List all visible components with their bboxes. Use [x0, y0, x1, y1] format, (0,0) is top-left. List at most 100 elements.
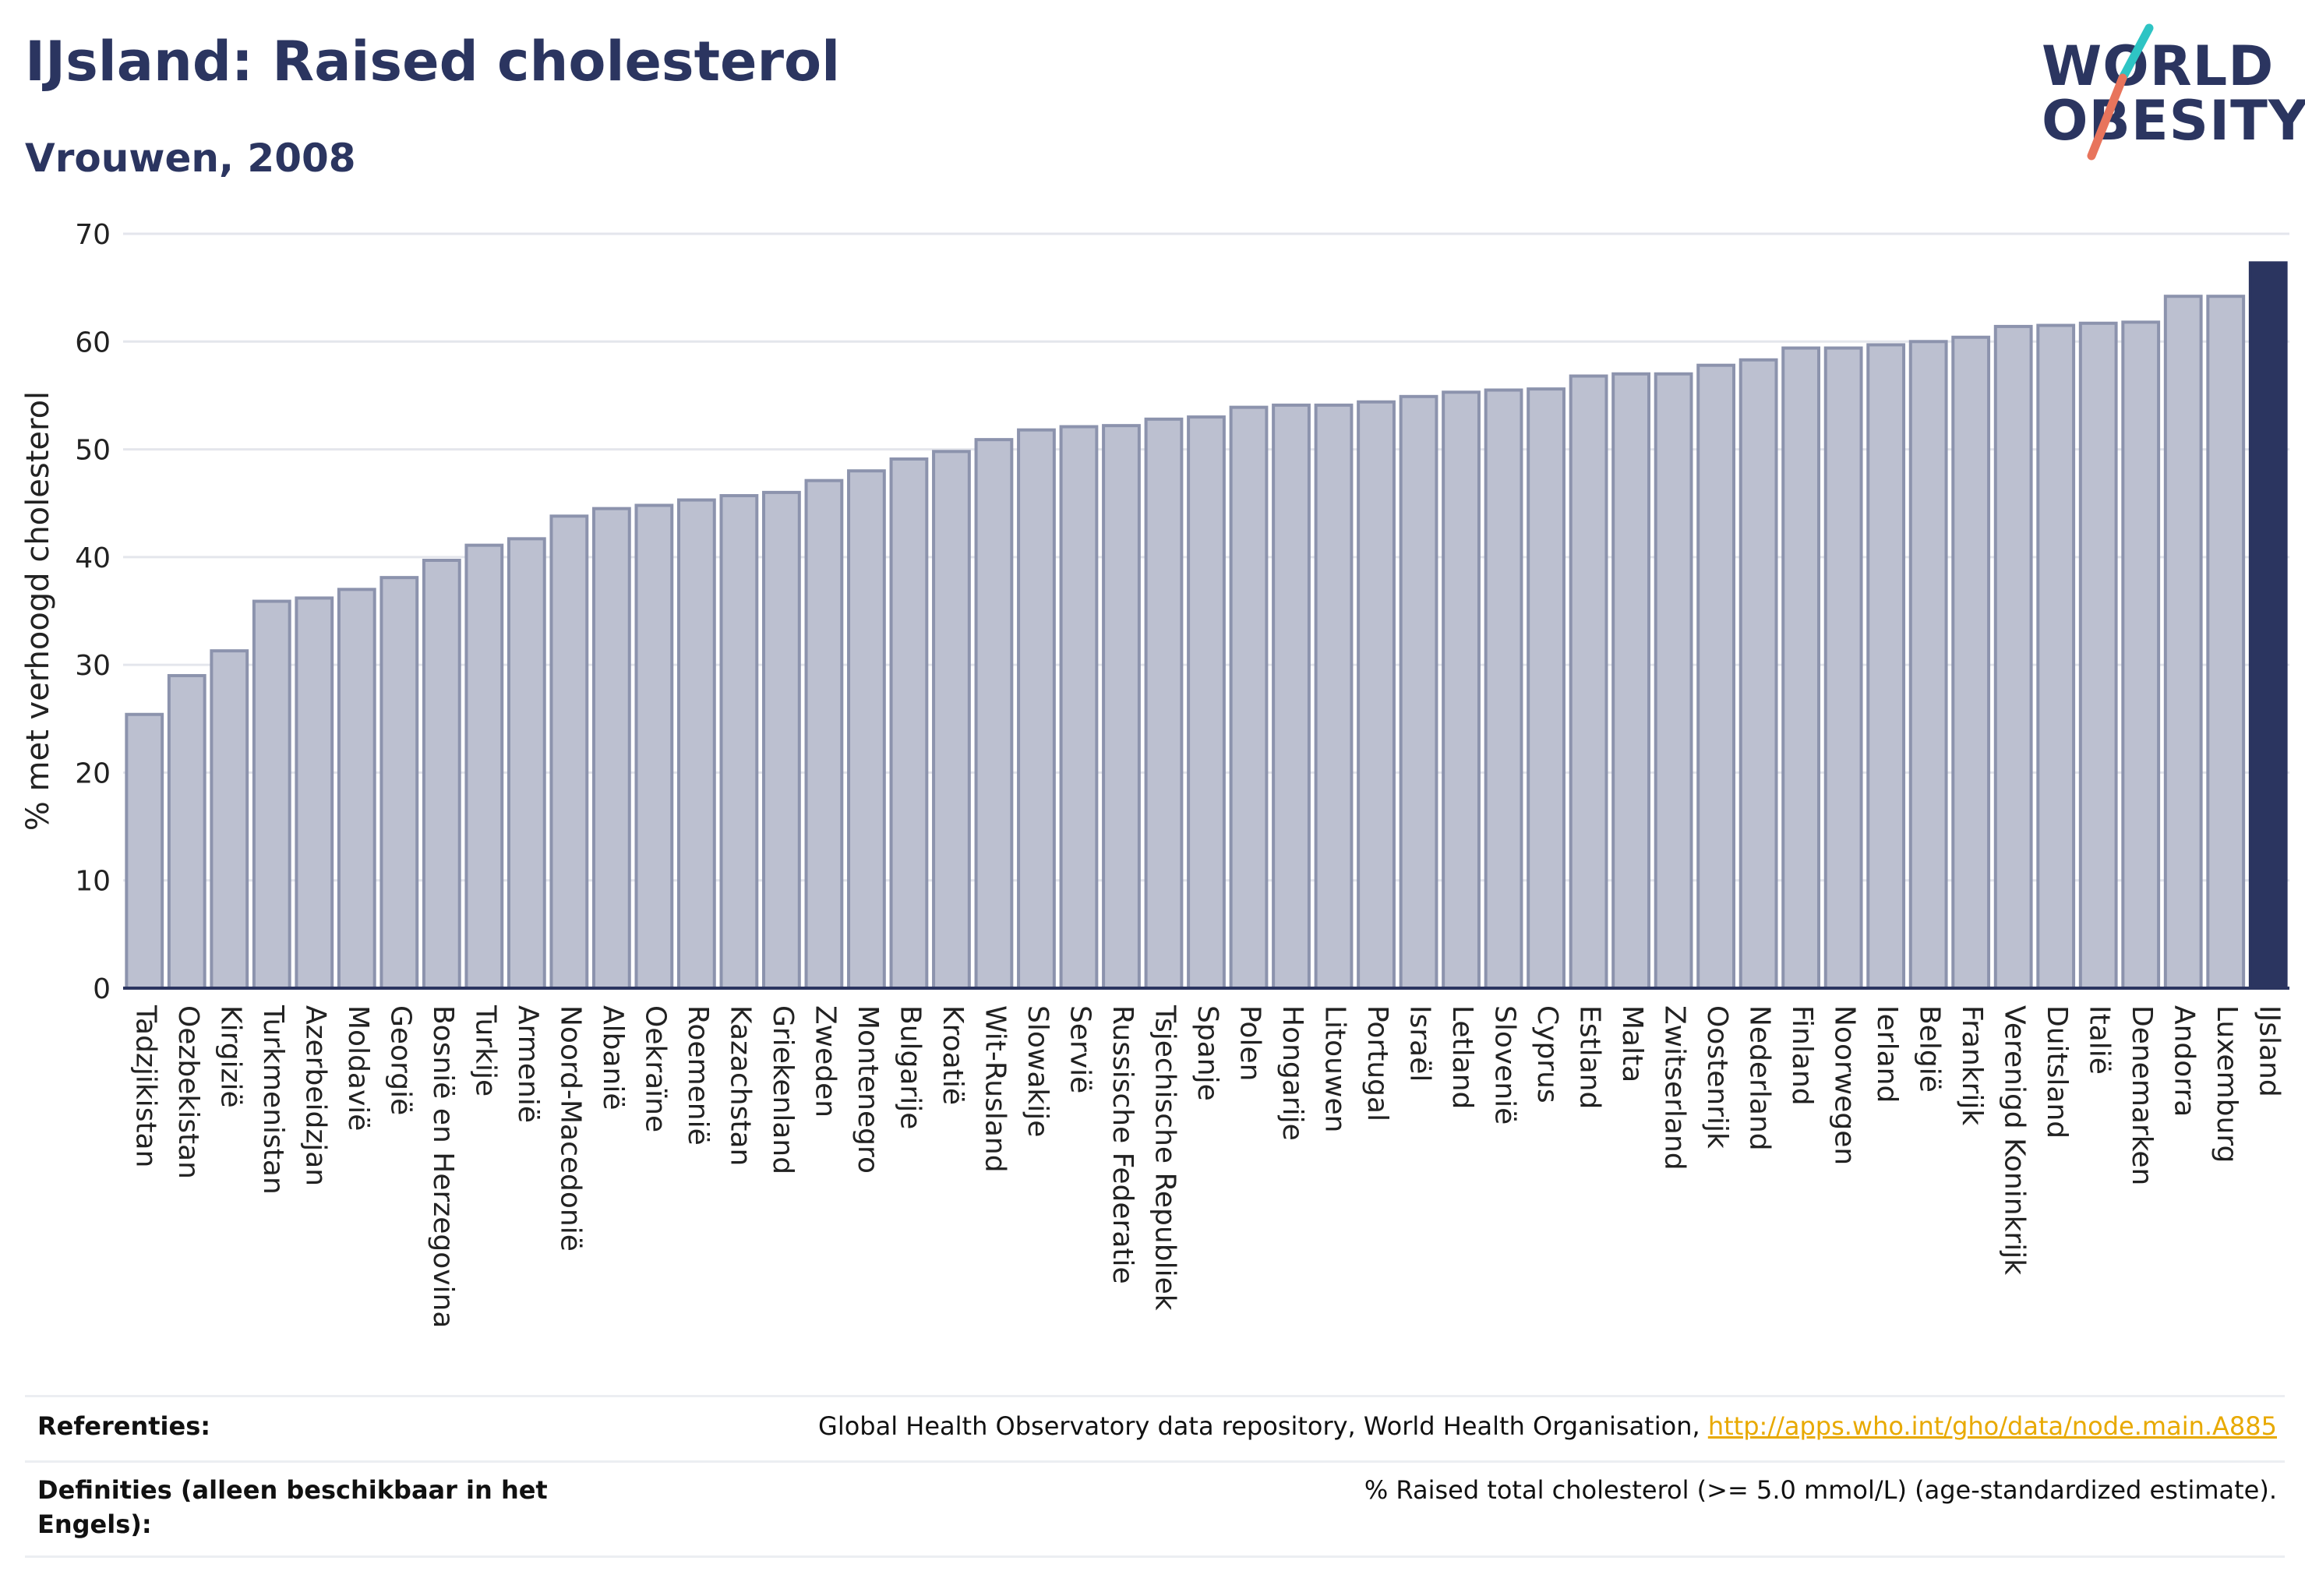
x-tick-label: Estland: [1574, 1005, 1606, 1109]
x-tick-label: Cyprus: [1531, 1005, 1563, 1103]
bar-Ierland: [1866, 343, 1906, 990]
bar-Wit-Rusland: [974, 438, 1014, 990]
x-tick-label: Georgië: [384, 1005, 416, 1115]
logo-slash-teal: [2118, 23, 2154, 83]
bar-Oostenrijk: [1696, 363, 1736, 990]
bar-Slovenië: [1484, 388, 1523, 990]
bar-Montenegro: [847, 469, 886, 990]
world-obesity-logo: WORLD OBESITY: [2026, 23, 2305, 164]
x-tick-label: Italië: [2084, 1005, 2116, 1075]
bar-Oekraïne: [634, 503, 674, 990]
x-tick-label: Zwitserland: [1659, 1005, 1691, 1171]
footer-divider-middle: [25, 1460, 2285, 1463]
x-tick-label: Azerbeidzjan: [299, 1005, 331, 1186]
bar-Nederland: [1738, 358, 1778, 990]
x-tick-label: Oezbekistan: [172, 1005, 204, 1179]
x-tick-label: Denemarken: [2126, 1005, 2158, 1185]
definitions-value: % Raised total cholesterol (>= 5.0 mmol/…: [1364, 1475, 2277, 1505]
x-tick-label: Oostenrijk: [1701, 1005, 1733, 1149]
bar-Estland: [1569, 374, 1608, 990]
bar-Verenigd Koninkrijk: [1993, 324, 2033, 990]
bar-Cyprus: [1527, 387, 1565, 990]
bar-Luxemburg: [2206, 295, 2246, 990]
bar-Andorra: [2163, 295, 2203, 990]
x-tick-label: Bulgarije: [894, 1005, 926, 1129]
x-tick-label: Noorwegen: [1829, 1005, 1861, 1165]
x-tick-label: Roemenië: [682, 1005, 714, 1146]
x-tick-label: Griekenland: [767, 1005, 799, 1174]
bar-Malta: [1611, 372, 1650, 990]
x-tick-label: Duitsland: [2041, 1005, 2073, 1139]
y-tick-label: 0: [93, 973, 111, 1005]
bar-Bulgarije: [889, 457, 929, 990]
bar-Roemenië: [676, 498, 716, 990]
y-tick-label: 20: [75, 757, 111, 789]
x-tick-label: Turkmenistan: [257, 1005, 289, 1195]
x-tick-label: Wit-Rusland: [979, 1005, 1011, 1173]
y-tick-label: 70: [75, 219, 111, 251]
bar-Turkije: [464, 543, 504, 990]
x-tick-label: Andorra: [2169, 1005, 2201, 1117]
bar-Bosnië en Herzegovina: [422, 559, 461, 990]
references-link[interactable]: http://apps.who.int/gho/data/node.main.A…: [1707, 1411, 2277, 1441]
bar-Denemarken: [2121, 320, 2161, 990]
y-axis-ticks: 0 10 20 30 40 50 60 70: [75, 219, 111, 1005]
x-tick-label: Bosnië en Herzegovina: [427, 1005, 459, 1328]
x-tick-label: Montenegro: [852, 1005, 884, 1174]
x-tick-label: Tadzjikistan: [129, 1005, 161, 1167]
x-tick-label: Zweden: [809, 1005, 841, 1118]
y-tick-label: 60: [75, 327, 111, 358]
x-tick-label: Servië: [1064, 1005, 1096, 1093]
x-tick-label: Oekraïne: [639, 1005, 671, 1132]
bar-Armenië: [507, 537, 546, 990]
y-tick-label: 10: [75, 866, 111, 898]
x-tick-label: Armenië: [512, 1005, 544, 1123]
x-tick-label: Albanië: [597, 1005, 629, 1110]
x-tick-label: Tsjechische Republiek: [1149, 1005, 1181, 1311]
bar-Polen: [1229, 405, 1269, 990]
bar-Finland: [1781, 346, 1821, 990]
x-tick-label: Finland: [1786, 1005, 1818, 1106]
bars: [125, 261, 2288, 990]
x-tick-label: Verenigd Koninkrijk: [1999, 1005, 2031, 1275]
definitions-label: Definities (alleen beschikbaar in het En…: [37, 1475, 548, 1539]
x-tick-label: Letland: [1446, 1005, 1478, 1109]
logo-line2: OBESITY: [2042, 89, 2305, 153]
references-value: Global Health Observatory data repositor…: [818, 1409, 2277, 1443]
bar-Tadzjikistan: [125, 712, 164, 990]
x-tick-label: Russische Federatie: [1107, 1005, 1138, 1284]
x-tick-label: Portugal: [1361, 1005, 1393, 1121]
references-label: Referenties:: [37, 1411, 211, 1441]
bar-Spanje: [1187, 415, 1226, 990]
bar-Frankrijk: [1951, 335, 1991, 990]
bar-Oezbekistan: [167, 673, 206, 990]
x-tick-label: Israël: [1404, 1005, 1436, 1082]
x-tick-label: Slowakije: [1022, 1005, 1054, 1137]
x-tick-label: Frankrijk: [1956, 1005, 1988, 1125]
x-tick-label: België: [1914, 1005, 1946, 1093]
bar-Litouwen: [1314, 403, 1354, 990]
bar-Georgië: [379, 576, 419, 990]
bar-Turkmenistan: [252, 599, 291, 990]
bar-IJsland: [2248, 261, 2288, 990]
bar-chart: 0 10 20 30 40 50 60 70 Tadzjikistan Oezbekistan K…: [20, 219, 2289, 1328]
x-tick-label: Hongarije: [1276, 1005, 1308, 1141]
y-tick-label: 40: [75, 542, 111, 574]
x-tick-label: Spanje: [1191, 1005, 1223, 1101]
y-axis-title: % met verhoogd cholesterol: [20, 391, 56, 831]
bar-Zweden: [804, 478, 844, 990]
y-tick-label: 30: [75, 650, 111, 682]
chart-title: IJsland: Raised cholesterol: [25, 30, 841, 94]
x-axis-labels: Tadzjikistan Oezbekistan Kirgizië Turkmenis…: [129, 1005, 2285, 1328]
bar-Noorwegen: [1823, 346, 1863, 990]
x-tick-label: Nederland: [1744, 1005, 1776, 1151]
bar-Portugal: [1357, 400, 1396, 990]
bar-Albanië: [591, 507, 631, 990]
bar-Hongarije: [1272, 403, 1311, 990]
footer-divider-bottom: [25, 1555, 2285, 1558]
bar-Duitsland: [2036, 323, 2076, 990]
bar-Kroatië: [932, 450, 971, 990]
chart-subtitle: Vrouwen, 2008: [25, 136, 356, 181]
x-tick-label: Malta: [1616, 1005, 1648, 1082]
x-tick-label: Luxemburg: [2211, 1005, 2243, 1163]
